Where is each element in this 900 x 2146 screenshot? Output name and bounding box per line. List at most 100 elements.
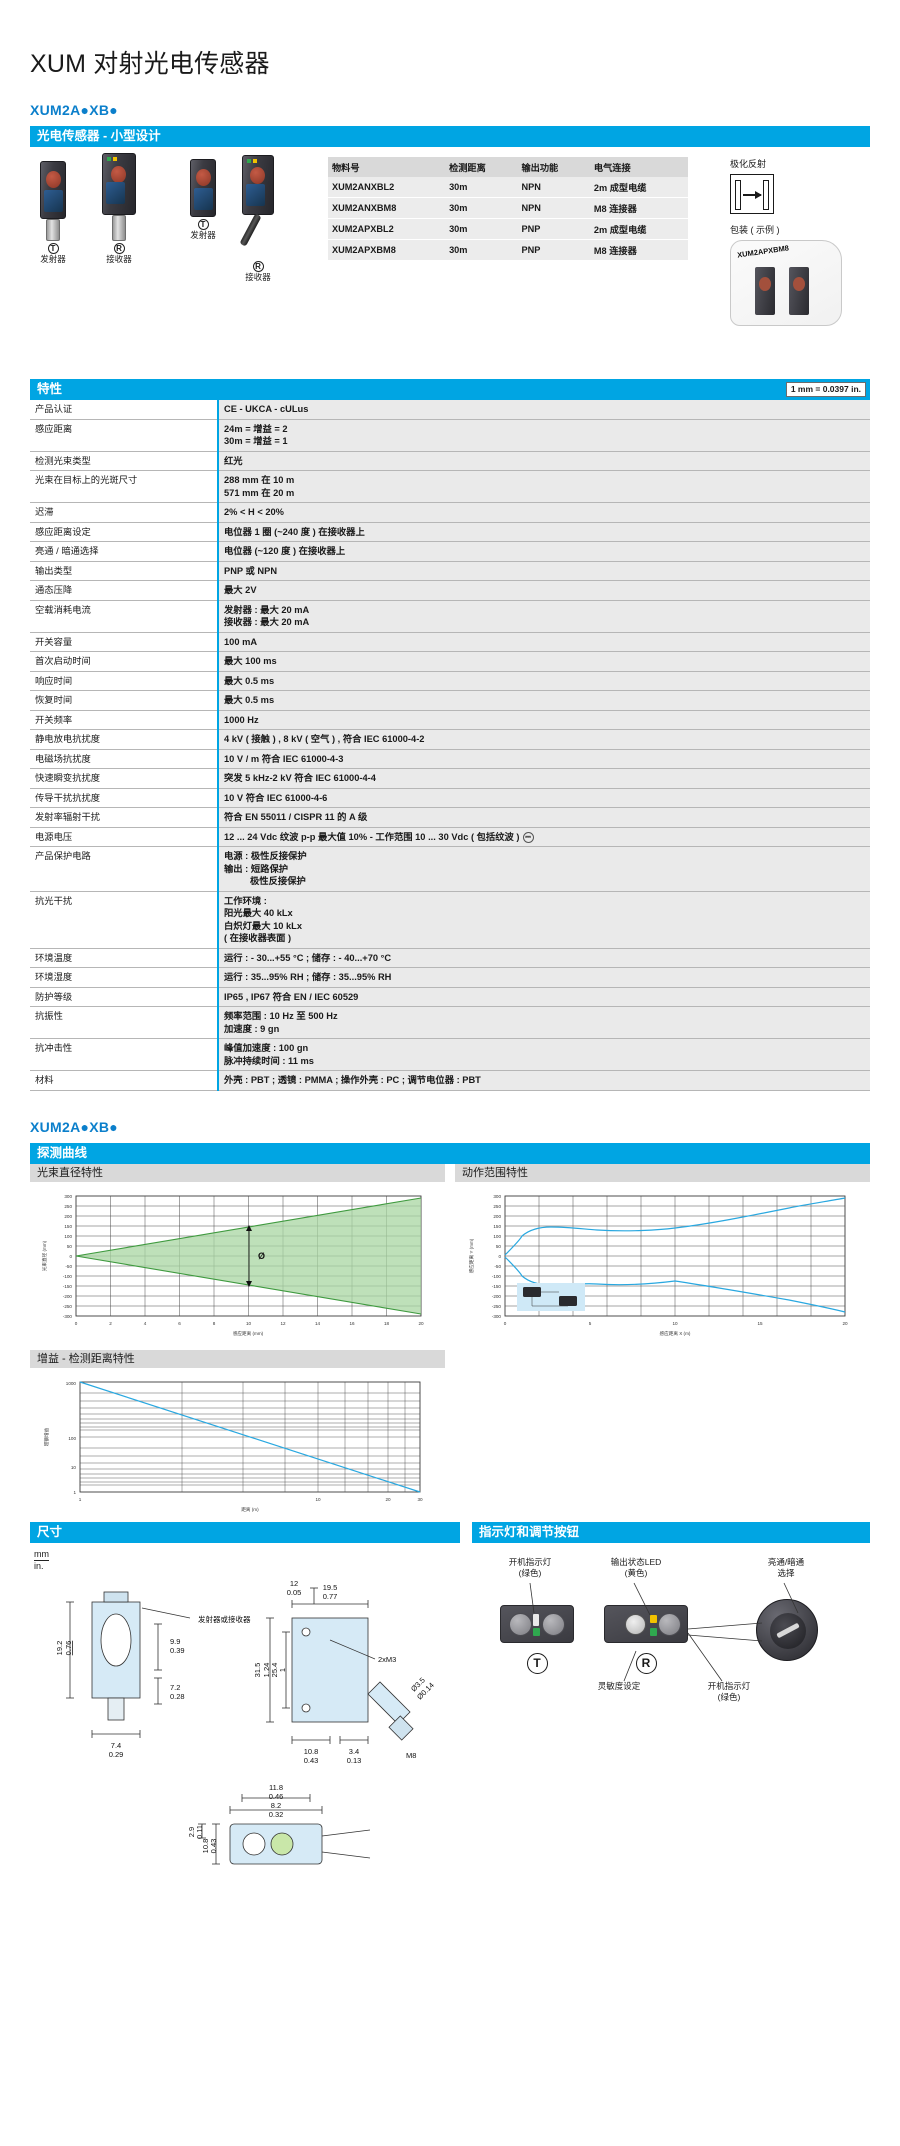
led-green <box>107 157 111 161</box>
dim-bottom-w2-mm: 8.2 <box>271 1801 281 1810</box>
section-bar-indicators-label: 指示灯和调节按钮 <box>479 1524 580 1539</box>
char-key: 环境湿度 <box>30 967 218 988</box>
char-value: 1000 Hz <box>217 710 870 730</box>
label-power-indicator-t: 开机指示灯 (绿色) <box>482 1557 578 1579</box>
beam-arrow-icon <box>743 191 762 198</box>
svg-text:10: 10 <box>246 1321 252 1326</box>
label-power-indicator-t-line2: (绿色) <box>518 1567 542 1578</box>
char-value: 4 kV ( 接触 ) , 8 kV ( 空气 ) , 符合 IEC 61000… <box>217 729 870 750</box>
sensitivity-potentiometer[interactable] <box>625 1613 646 1635</box>
char-key: 感应距离设定 <box>30 522 218 542</box>
char-line: 最大 100 ms <box>224 656 277 666</box>
section-bar-characteristics: 特性 1 mm = 0.0397 in. <box>30 379 870 400</box>
char-value: 工作环境 : 阳光最大 40 kLx 白炽灯最大 10 kLx ( 在接收器表面 ) <box>217 891 870 949</box>
char-key: 输出类型 <box>30 561 218 581</box>
sensor-body <box>40 161 66 219</box>
chart1-diameter-annotation: Ø <box>246 1224 265 1287</box>
label-sensitivity-text: 灵敏度设定 <box>597 1680 641 1691</box>
char-key: 电源电压 <box>30 827 218 847</box>
label-lightdark-line1: 亮通/暗通 <box>767 1556 805 1567</box>
chart2-grid <box>505 1195 845 1316</box>
datasheet-page: XUM 对射光电传感器 XUM2A●XB● 光电传感器 - 小型设计 T 发射器 <box>30 50 870 1864</box>
char-key: 检测光束类型 <box>30 451 218 471</box>
lightdark-knob[interactable] <box>756 1598 818 1661</box>
chart3-plot: 1000 100 10 1 1 10 20 30 距离 (m) 超额增益 <box>30 1368 445 1516</box>
label-lightdark-select: 亮通/暗通 选择 <box>740 1557 832 1579</box>
packaged-sensor <box>755 267 775 315</box>
chart1-beam-area <box>76 1197 421 1314</box>
chart3-svg: 1000 100 10 1 1 10 20 30 距离 (m) 超额增益 <box>43 1381 423 1513</box>
power-led-green-icon <box>533 1627 540 1636</box>
transmitter-face-unit: T <box>500 1604 574 1674</box>
char-key: 产品保护电路 <box>30 846 218 892</box>
chart2-ylabel: 感应距离 Y (mm) <box>468 1238 475 1273</box>
cell-output: NPN <box>517 197 590 219</box>
label-output-led-line2: (黄色) <box>624 1567 648 1578</box>
chart3-yticks: 1000 100 10 1 <box>66 1381 77 1495</box>
svg-text:1000: 1000 <box>66 1381 77 1386</box>
char-value: 频率范围 : 10 Hz 至 500 Hz 加速度 : 9 gn <box>217 1006 870 1039</box>
dim-side-b1-mm: 10.8 <box>304 1747 319 1756</box>
char-line: 571 mm 在 20 m <box>224 487 295 498</box>
svg-text:-150: -150 <box>492 1284 502 1289</box>
char-value: PNP 或 NPN <box>217 561 870 581</box>
sensor-body <box>102 153 136 215</box>
cell-connection: 2m 成型电缆 <box>589 177 688 198</box>
svg-text:8: 8 <box>213 1321 216 1326</box>
receiver-bar <box>763 180 769 210</box>
char-value: 100 mA <box>217 632 870 652</box>
svg-text:0: 0 <box>498 1254 501 1259</box>
char-value: 发射器 : 最大 20 mA 接收器 : 最大 20 mA <box>217 600 870 633</box>
sensor-leds <box>107 157 117 161</box>
lens-left <box>509 1612 532 1636</box>
svg-text:-100: -100 <box>492 1274 502 1279</box>
transmitter-label: 发射器 <box>40 254 66 264</box>
svg-text:10: 10 <box>672 1321 678 1326</box>
char-line: 12 ... 24 Vdc 纹波 p-p 最大值 10% - 工作范围 10 .… <box>224 831 865 844</box>
svg-text:200: 200 <box>493 1214 501 1219</box>
lens-right <box>658 1612 681 1636</box>
char-line: CE - UKCA - cULus <box>224 404 309 414</box>
svg-text:14: 14 <box>315 1321 321 1326</box>
cell-connection: M8 连接器 <box>589 197 688 219</box>
adjust-knob-detail[interactable] <box>756 1598 818 1661</box>
char-row: 迟滞 2% < H < 20% <box>30 502 870 523</box>
chart1-yticks: 300 250 200 150 100 50 0 -50 -100 -150 -200 -250… <box>63 1194 73 1319</box>
char-row: 光束在目标上的光斑尺寸 288 mm 在 10 m 571 mm 在 20 m <box>30 470 870 503</box>
unit-conversion-badge: 1 mm = 0.0397 in. <box>785 382 866 397</box>
col-output-function: 输出功能 <box>517 157 590 177</box>
svg-text:2: 2 <box>109 1321 112 1326</box>
char-value: 最大 0.5 ms <box>217 690 870 711</box>
char-value: 288 mm 在 10 m 571 mm 在 20 m <box>217 470 870 503</box>
cell-distance: 30m <box>445 218 518 240</box>
svg-text:12: 12 <box>280 1321 286 1326</box>
svg-text:-250: -250 <box>492 1304 502 1309</box>
char-value: 10 V / m 符合 IEC 61000-4-3 <box>217 749 870 769</box>
dim-side-b1-in: 0.43 <box>304 1756 319 1765</box>
dim-bottom-w2-in: 0.32 <box>269 1810 284 1819</box>
char-line: 运行 : - 30...+55 °C ; 储存 : - 40...+70 °C <box>224 952 392 963</box>
dim-front-d1-mm: 9.9 <box>170 1637 180 1646</box>
char-row: 环境温度 运行 : - 30...+55 °C ; 储存 : - 40...+70… <box>30 948 870 968</box>
drawing-bottom-view <box>198 1793 371 1864</box>
char-line: 288 mm 在 10 m <box>224 475 295 485</box>
chart3-xlabel: 距离 (m) <box>241 1506 259 1513</box>
char-value: 最大 100 ms <box>217 651 870 672</box>
svg-text:10: 10 <box>71 1465 77 1470</box>
char-value: 运行 : 35...95% RH ; 储存 : 35...95% RH <box>217 967 870 988</box>
svg-text:100: 100 <box>493 1234 501 1239</box>
dim-side-h2-in: 1 <box>278 1667 287 1671</box>
char-value: 12 ... 24 Vdc 纹波 p-p 最大值 10% - 工作范围 10 .… <box>217 827 870 847</box>
char-key: 防护等级 <box>30 987 218 1007</box>
char-line: 运行 : 35...95% RH ; 储存 : 35...95% RH <box>224 972 392 982</box>
chart2-xlabel: 感应距离 X (m) <box>660 1330 691 1337</box>
svg-text:100: 100 <box>64 1234 72 1239</box>
chart-beam-diameter: 光束直径特性 <box>30 1163 445 1340</box>
svg-text:20: 20 <box>842 1321 848 1326</box>
char-key: 空载消耗电流 <box>30 600 218 633</box>
section-bar-indicators: 指示灯和调节按钮 <box>472 1521 870 1543</box>
dim-bottom-w-in: 0.46 <box>269 1792 284 1801</box>
char-line: 频率范围 : 10 Hz 至 500 Hz <box>224 1011 338 1021</box>
char-row: 输出类型 PNP 或 NPN <box>30 561 870 581</box>
char-line: 最大 0.5 ms <box>224 675 275 686</box>
